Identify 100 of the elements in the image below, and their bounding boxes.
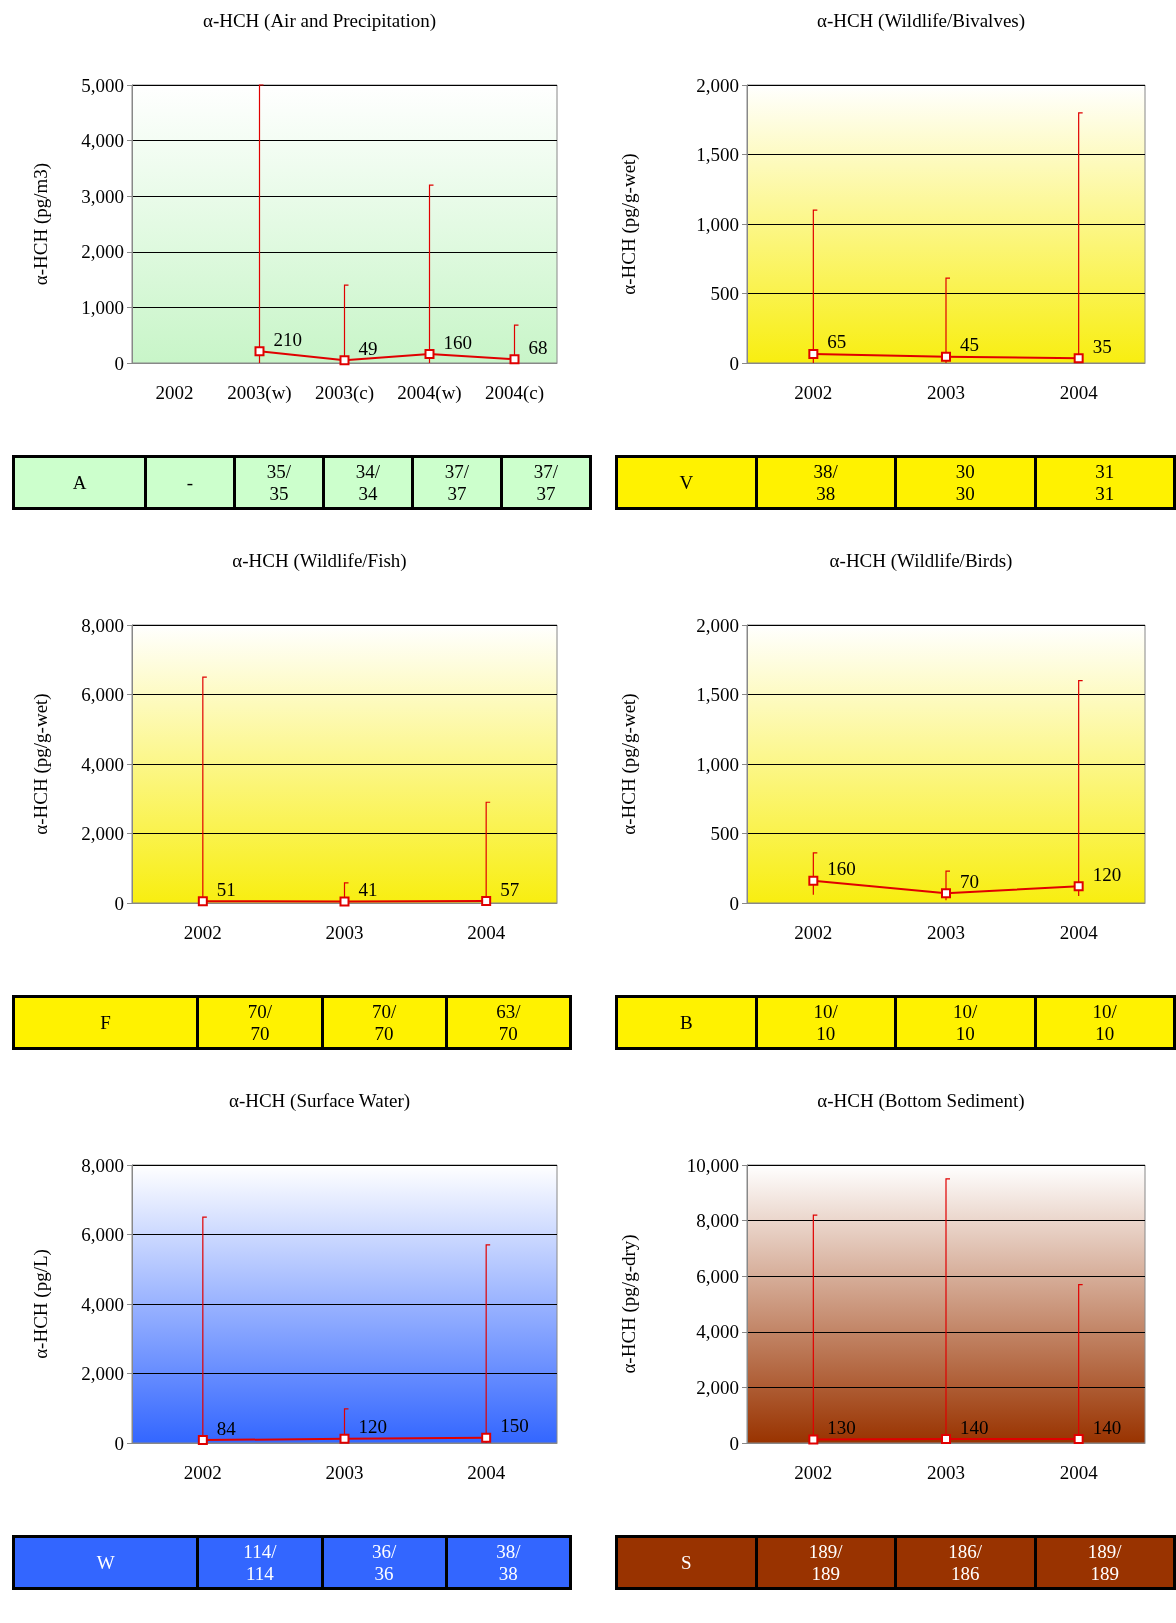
- y-axis-title: α-HCH (pg/g-dry): [618, 1234, 640, 1374]
- y-tick-label: 6,000: [81, 684, 124, 705]
- data-label: 35: [1092, 335, 1112, 357]
- data-label: 140: [960, 1416, 989, 1438]
- y-axis-title: α-HCH (pg/g-wet): [30, 693, 52, 835]
- text: B: [616, 996, 756, 1049]
- x-tick-label: 2002: [794, 382, 833, 403]
- data-label: 49: [358, 337, 378, 359]
- text: 10/ 10: [895, 996, 1035, 1049]
- x-tick-label: 2003: [325, 922, 364, 943]
- y-tick-label: 4,000: [696, 1321, 739, 1343]
- y-tick-label: 500: [710, 283, 739, 304]
- y-tick-label: 2,000: [81, 823, 124, 844]
- text: 70/ 70: [197, 996, 322, 1049]
- y-tick-label: 2,000: [696, 1376, 739, 1398]
- y-axis-title: α-HCH (pg/g-wet): [618, 153, 640, 295]
- chart-title: α-HCH (Wildlife/Bivalves): [816, 10, 1026, 32]
- data-label: 160: [443, 331, 472, 353]
- x-tick-label: 2003(c): [314, 382, 375, 404]
- point: [424, 349, 435, 360]
- text: F: [13, 996, 198, 1049]
- text: 189/ 189: [1035, 1536, 1175, 1589]
- chart-title: α-HCH (Wildlife/Birds): [829, 550, 1013, 572]
- x-tick-label: 2004: [467, 1462, 506, 1483]
- data-label: 140: [1092, 1416, 1122, 1438]
- x-tick-label: 2003: [325, 1462, 364, 1483]
- y-tick-label: 4,000: [81, 753, 124, 775]
- text: 34/ 34: [323, 456, 413, 509]
- x-tick-label: 2002: [183, 922, 222, 943]
- y-tick-label: 500: [710, 823, 739, 844]
- y-tick-label: 0: [114, 352, 124, 374]
- y-axis-title: α-HCH (pg/L): [30, 1249, 52, 1359]
- y-tick-label: 8,000: [696, 1210, 739, 1232]
- y-tick-label: 0: [729, 352, 739, 374]
- text: 37/ 37: [412, 456, 502, 509]
- data-label: 120: [1092, 863, 1122, 885]
- y-tick-label: 6,000: [696, 1265, 739, 1287]
- y-tick-label: 8,000: [81, 1154, 124, 1176]
- data-label: 70: [960, 870, 979, 892]
- text: 63/ 70: [446, 996, 571, 1049]
- y-axis-title: α-HCH (pg/g-wet): [618, 693, 640, 835]
- data-label: 65: [827, 331, 847, 353]
- y-tick-label: 2,000: [696, 74, 739, 96]
- data-label: 45: [960, 334, 979, 356]
- y-tick-label: 4,000: [81, 1293, 124, 1315]
- text: 35/ 35: [234, 456, 324, 509]
- x-tick-label: 2003: [927, 922, 965, 943]
- y-tick-label: 0: [114, 892, 124, 914]
- point: [254, 346, 265, 357]
- data-label: 41: [358, 879, 378, 901]
- chart-title: α-HCH (Bottom Sediment): [817, 1090, 1025, 1112]
- y-tick-label: 2,000: [696, 614, 739, 636]
- text: 10/ 10: [1035, 996, 1175, 1049]
- text: 186/ 186: [895, 1536, 1035, 1589]
- y-tick-label: 1,000: [696, 753, 739, 775]
- x-tick-label: 2004: [1059, 922, 1099, 943]
- text: 38/ 38: [756, 456, 896, 509]
- data-label: 68: [528, 336, 548, 358]
- y-tick-label: 2,000: [81, 241, 124, 263]
- y-axis-title: α-HCH (pg/m3): [30, 162, 52, 286]
- data-label: 120: [358, 1416, 387, 1438]
- data-label: 150: [500, 1415, 529, 1437]
- text: 114/ 114: [197, 1536, 322, 1589]
- text: W: [13, 1536, 198, 1589]
- x-tick-label: 2003(w): [227, 382, 292, 404]
- text: -: [145, 456, 235, 509]
- y-tick-label: 10,000: [686, 1154, 739, 1176]
- data-label: 130: [827, 1416, 856, 1438]
- x-tick-label: 2003: [927, 382, 965, 403]
- x-tick-label: 2002: [794, 1462, 833, 1483]
- y-tick-label: 8,000: [81, 614, 124, 636]
- text: 70/ 70: [322, 996, 447, 1049]
- chart-title: α-HCH (Air and Precipitation): [202, 10, 437, 32]
- text: 38/ 38: [446, 1536, 571, 1589]
- y-tick-label: 1,500: [696, 144, 739, 165]
- data-label: 57: [500, 878, 520, 900]
- x-tick-label: 2004: [1059, 1462, 1099, 1483]
- y-tick-label: 5,000: [81, 74, 124, 96]
- y-tick-label: 1,500: [696, 684, 739, 705]
- text: 37/ 37: [501, 456, 591, 509]
- y-tick-label: 4,000: [81, 130, 124, 152]
- point: [339, 355, 350, 366]
- chart-title: α-HCH (Wildlife/Fish): [232, 550, 407, 572]
- x-tick-label: 2002: [794, 922, 833, 943]
- data-label: 84: [216, 1417, 237, 1439]
- text: 189/ 189: [756, 1536, 896, 1589]
- data-label: 160: [827, 858, 856, 880]
- x-tick-label: 2004: [467, 922, 506, 943]
- x-tick-label: 2003: [927, 1462, 965, 1483]
- text: 36/ 36: [322, 1536, 447, 1589]
- x-tick-label: 2004(c): [484, 382, 545, 404]
- text: 31 31: [1035, 456, 1175, 509]
- text: A: [13, 456, 146, 509]
- data-label: 51: [216, 878, 236, 900]
- x-tick-label: 2004: [1059, 382, 1099, 403]
- x-tick-label: 2004(w): [397, 382, 462, 404]
- data-label: 210: [273, 328, 302, 350]
- y-tick-label: 1,000: [696, 213, 739, 235]
- text: S: [616, 1536, 756, 1589]
- y-tick-label: 3,000: [81, 185, 124, 207]
